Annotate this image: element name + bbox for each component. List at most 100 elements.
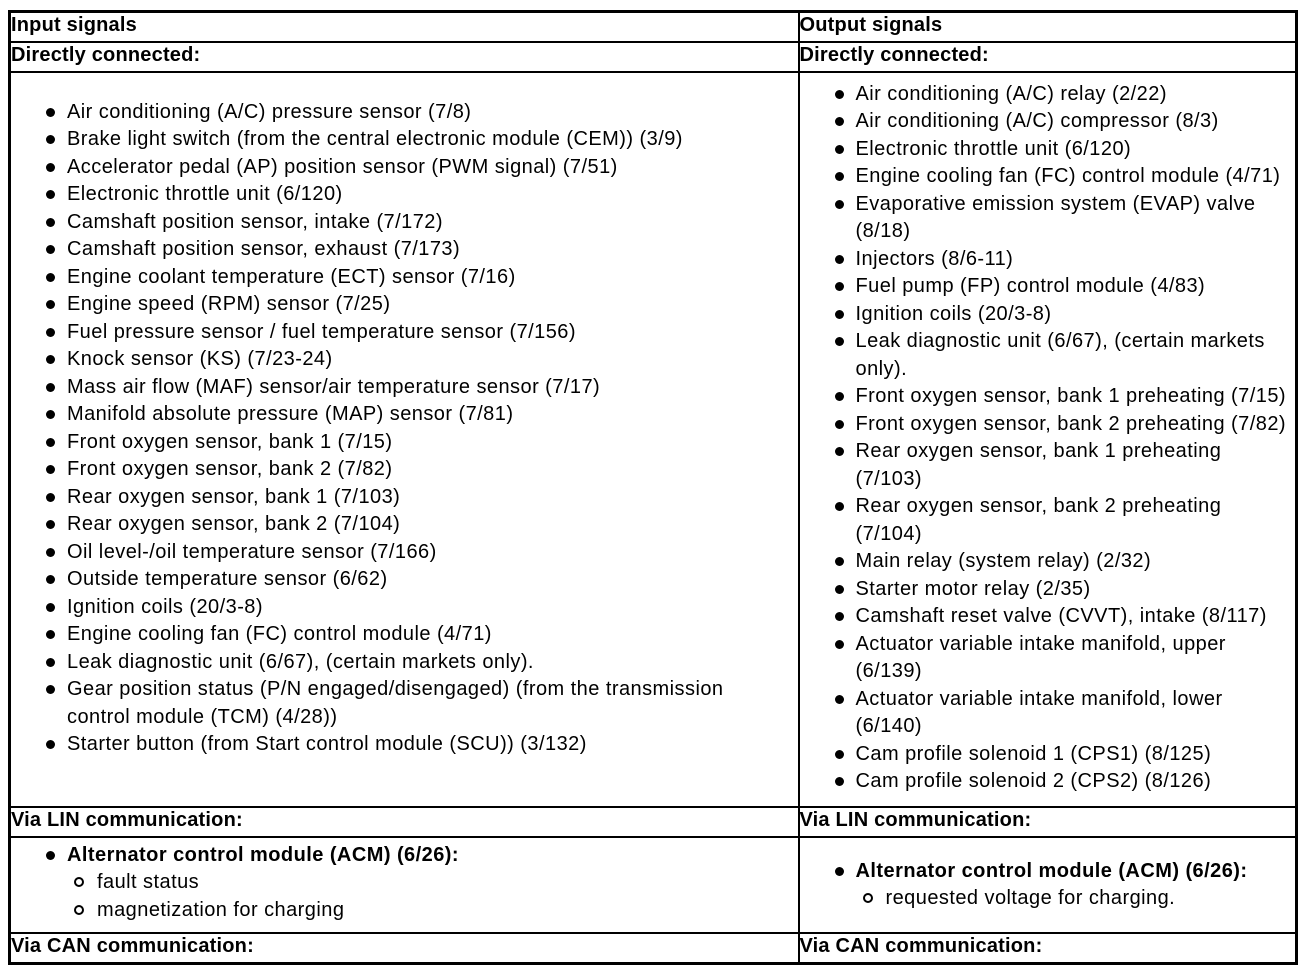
list-item: Gear position status (P/N engaged/diseng… [45, 676, 774, 731]
sub-list-item-label: requested voltage for charging. [885, 887, 1176, 909]
list-item-label: Cam profile solenoid 1 (CPS1) (8/125) [855, 742, 1212, 765]
list-item-label: Injectors (8/6-11) [855, 247, 1014, 270]
list-item-label: Knock sensor (KS) (7/23-24) [67, 348, 333, 370]
list-item: Leak diagnostic unit (6/67), (certain ma… [834, 328, 1292, 383]
list-item-label: Mass air flow (MAF) sensor/air temperatu… [67, 375, 601, 398]
list-item: Actuator variable intake manifold, lower… [834, 686, 1292, 741]
output-lin-list: Alternator control module (ACM) (6/26): r… [800, 838, 1296, 925]
list-item: Knock sensor (KS) (7/23-24) [45, 346, 774, 374]
list-item-label: Engine coolant temperature (ECT) sensor … [67, 265, 516, 288]
list-item: Evaporative emission system (EVAP) valve… [834, 191, 1292, 246]
input-lin-title: Via LIN communication: [8, 805, 800, 838]
list-item-label: Air conditioning (A/C) pressure sensor (… [67, 100, 472, 123]
input-directly-connected-title: Directly connected: [8, 40, 800, 73]
list-item-label: Alternator control module (ACM) (6/26): [855, 859, 1248, 882]
output-directly-connected-title: Directly connected: [797, 40, 1298, 73]
list-item: Front oxygen sensor, bank 2 preheating (… [834, 411, 1292, 439]
list-item-label: Front oxygen sensor, bank 1 preheating (… [855, 385, 1287, 407]
list-item: Fuel pump (FP) control module (4/83) [834, 273, 1292, 301]
list-item: Engine coolant temperature (ECT) sensor … [45, 264, 774, 292]
sub-list: fault status magnetization for charging [67, 869, 782, 924]
list-item-label: Front oxygen sensor, bank 1 (7/15) [67, 430, 393, 453]
list-item: Front oxygen sensor, bank 2 (7/82) [45, 456, 774, 484]
list-item-label: Outside temperature sensor (6/62) [67, 568, 388, 590]
list-item: Oil level-/oil temperature sensor (7/166… [45, 539, 774, 567]
list-item-label: Gear position status (P/N engaged/diseng… [67, 678, 724, 728]
list-item-label: Fuel pump (FP) control module (4/83) [855, 275, 1206, 297]
column-headers-row: Input signals Output signals [8, 10, 1298, 43]
list-item: Air conditioning (A/C) compressor (8/3) [834, 108, 1292, 136]
list-item: Outside temperature sensor (6/62) [45, 566, 774, 594]
list-item: Air conditioning (A/C) pressure sensor (… [45, 99, 774, 127]
input-signals-header: Input signals [8, 10, 800, 43]
list-item: Rear oxygen sensor, bank 2 preheating (7… [834, 493, 1292, 548]
sub-list: requested voltage for charging. [856, 885, 1292, 913]
list-item-label: Alternator control module (ACM) (6/26): [67, 843, 460, 866]
output-can-title: Via CAN communication: [797, 932, 1298, 964]
list-item-label: Brake light switch (from the central ele… [67, 128, 683, 150]
list-item: Front oxygen sensor, bank 1 preheating (… [834, 383, 1292, 411]
list-item-label: Ignition coils (20/3-8) [855, 302, 1052, 325]
list-item-label: Cam profile solenoid 2 (CPS2) (8/126) [855, 770, 1212, 792]
list-item: Engine cooling fan (FC) control module (… [45, 621, 774, 649]
directly-connected-content-row: Air conditioning (A/C) pressure sensor (… [8, 70, 1298, 808]
list-item-label: Front oxygen sensor, bank 2 (7/82) [67, 458, 393, 480]
list-item: Accelerator pedal (AP) position sensor (… [45, 154, 774, 182]
output-lin-cell: Alternator control module (ACM) (6/26): r… [797, 835, 1298, 934]
sub-list-item: fault status [74, 869, 782, 897]
list-item-label: Rear oxygen sensor, bank 1 (7/103) [67, 485, 401, 508]
output-signal-list: Air conditioning (A/C) relay (2/22) Air c… [800, 73, 1296, 806]
sub-list-item-label: magnetization for charging [97, 898, 345, 921]
list-item: Mass air flow (MAF) sensor/air temperatu… [45, 374, 774, 402]
list-item: Rear oxygen sensor, bank 1 preheating (7… [834, 438, 1292, 493]
list-item: Electronic throttle unit (6/120) [45, 181, 774, 209]
list-item: Camshaft position sensor, intake (7/172) [45, 209, 774, 237]
list-item: Rear oxygen sensor, bank 1 (7/103) [45, 484, 774, 512]
list-item-label: Main relay (system relay) (2/32) [855, 550, 1152, 572]
list-item-label: Evaporative emission system (EVAP) valve… [855, 192, 1256, 243]
list-item-label: Electronic throttle unit (6/120) [67, 183, 343, 205]
output-lin-title: Via LIN communication: [797, 805, 1298, 838]
output-directly-connected-cell: Air conditioning (A/C) relay (2/22) Air c… [797, 70, 1298, 808]
list-item: Air conditioning (A/C) relay (2/22) [834, 81, 1292, 109]
list-item-label: Starter motor relay (2/35) [855, 577, 1091, 600]
can-header-row: Via CAN communication: Via CAN communica… [8, 932, 1298, 964]
list-item-label: Oil level-/oil temperature sensor (7/166… [67, 540, 437, 563]
list-item: Camshaft position sensor, exhaust (7/173… [45, 236, 774, 264]
list-item: Cam profile solenoid 1 (CPS1) (8/125) [834, 741, 1292, 769]
list-item: Brake light switch (from the central ele… [45, 126, 774, 154]
list-item: Manifold absolute pressure (MAP) sensor … [45, 401, 774, 429]
list-item-label: Camshaft position sensor, intake (7/172) [67, 210, 443, 233]
list-item: Engine speed (RPM) sensor (7/25) [45, 291, 774, 319]
list-item: Injectors (8/6-11) [834, 246, 1292, 274]
list-item: Engine cooling fan (FC) control module (… [834, 163, 1292, 191]
list-item-label: Electronic throttle unit (6/120) [855, 137, 1132, 160]
list-item-label: Starter button (from Start control modul… [67, 733, 587, 755]
list-item: Actuator variable intake manifold, upper… [834, 631, 1292, 686]
list-item-label: Engine speed (RPM) sensor (7/25) [67, 293, 391, 315]
input-signal-list: Air conditioning (A/C) pressure sensor (… [11, 73, 798, 773]
list-item: Electronic throttle unit (6/120) [834, 136, 1292, 164]
list-item-label: Camshaft reset valve (CVVT), intake (8/1… [855, 605, 1267, 627]
list-item: Alternator control module (ACM) (6/26): f… [45, 842, 782, 925]
list-item: Alternator control module (ACM) (6/26): r… [834, 858, 1292, 913]
list-item-label: Air conditioning (A/C) compressor (8/3) [855, 110, 1219, 132]
list-item: Rear oxygen sensor, bank 2 (7/104) [45, 511, 774, 539]
lin-header-row: Via LIN communication: Via LIN communica… [8, 805, 1298, 838]
list-item: Front oxygen sensor, bank 1 (7/15) [45, 429, 774, 457]
list-item-label: Accelerator pedal (AP) position sensor (… [67, 155, 618, 178]
input-lin-cell: Alternator control module (ACM) (6/26): f… [8, 835, 800, 934]
input-directly-connected-cell: Air conditioning (A/C) pressure sensor (… [8, 70, 800, 808]
list-item: Ignition coils (20/3-8) [45, 594, 774, 622]
input-lin-list: Alternator control module (ACM) (6/26): f… [11, 838, 798, 933]
input-can-title: Via CAN communication: [8, 932, 800, 964]
list-item-label: Air conditioning (A/C) relay (2/22) [855, 82, 1167, 105]
list-item-label: Fuel pressure sensor / fuel temperature … [67, 320, 576, 343]
list-item-label: Actuator variable intake manifold, lower… [855, 687, 1223, 738]
list-item: Fuel pressure sensor / fuel temperature … [45, 319, 774, 347]
directly-connected-header-row: Directly connected: Directly connected: [8, 40, 1298, 73]
list-item: Starter button (from Start control modul… [45, 731, 774, 759]
list-item: Leak diagnostic unit (6/67), (certain ma… [45, 649, 774, 677]
list-item-label: Ignition coils (20/3-8) [67, 595, 263, 618]
